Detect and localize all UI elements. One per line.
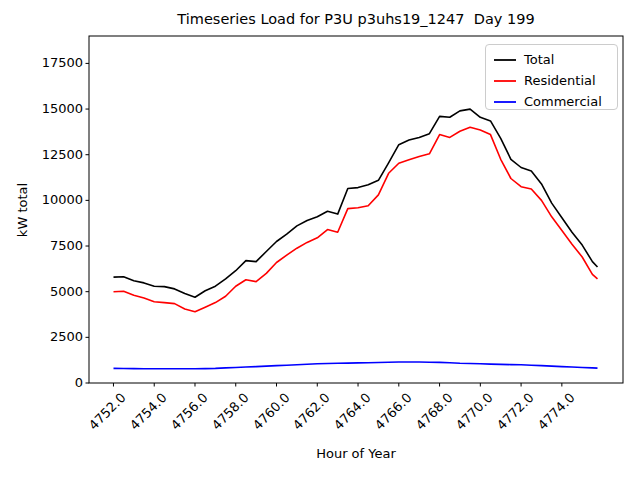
legend-label-residential: Residential — [524, 73, 596, 88]
y-tick-label: 7500 — [0, 238, 83, 254]
y-tick-label: 17500 — [0, 55, 83, 71]
y-tick-label: 5000 — [0, 284, 83, 300]
legend-label-total: Total — [524, 52, 554, 67]
tick-marks — [86, 63, 562, 386]
series-line-total — [114, 109, 598, 297]
total-line-swatch-icon — [494, 58, 516, 62]
x-axis-label: Hour of Year — [89, 446, 623, 461]
y-tick-label: 12500 — [0, 147, 83, 163]
y-tick-label: 10000 — [0, 192, 83, 208]
legend-item-residential: Residential — [494, 70, 617, 91]
series-lines — [114, 109, 598, 369]
y-tick-label: 2500 — [0, 329, 83, 345]
y-tick-label: 0 — [0, 375, 83, 391]
series-line-commercial — [114, 362, 598, 369]
legend: Total Residential Commercial — [485, 44, 618, 110]
legend-item-commercial: Commercial — [494, 91, 617, 112]
residential-line-swatch-icon — [494, 79, 516, 83]
y-axis-label: kW total — [15, 183, 30, 237]
series-line-residential — [114, 127, 598, 311]
y-tick-label: 15000 — [0, 101, 83, 117]
legend-label-commercial: Commercial — [524, 94, 602, 109]
figure: Timeseries Load for P3U p3uhs19_1247 Day… — [0, 0, 640, 480]
legend-item-total: Total — [494, 49, 617, 70]
commercial-line-swatch-icon — [494, 100, 516, 104]
